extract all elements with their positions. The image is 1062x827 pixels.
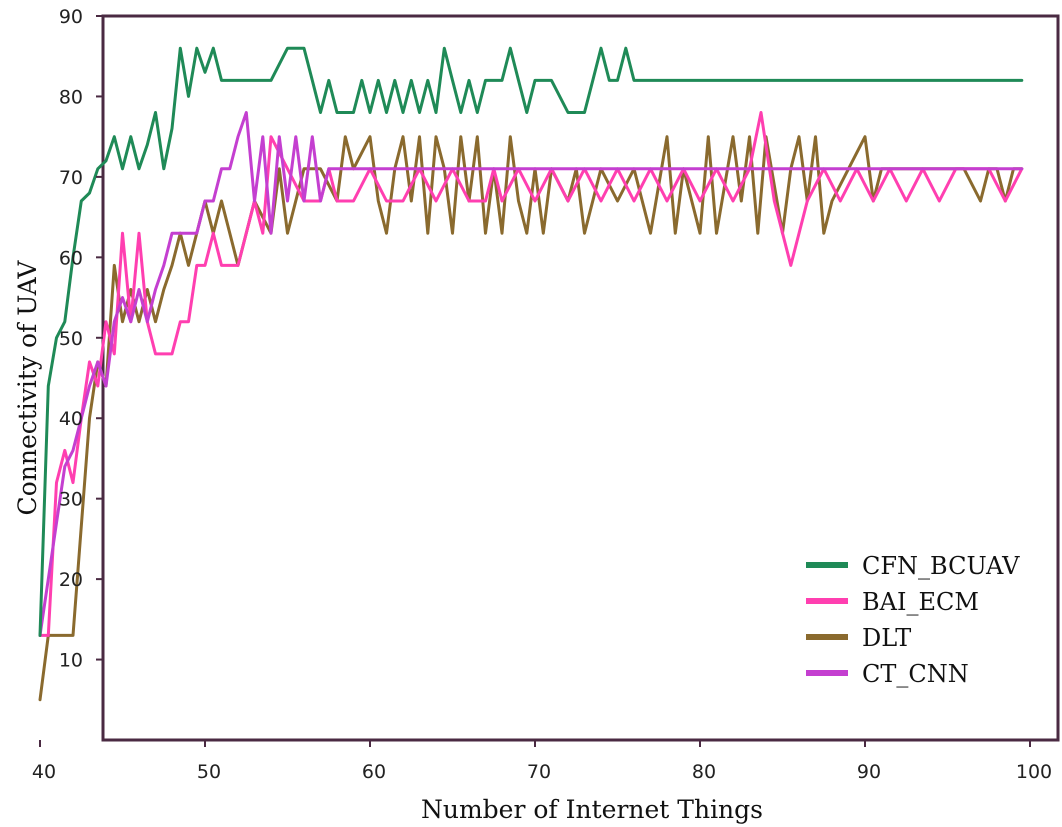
x-tick-label: 60 [362,761,386,783]
x-tick-label: 90 [857,761,881,783]
y-tick-label: 50 [59,328,83,350]
y-tick-label: 10 [59,650,83,672]
x-tick-label: 40 [32,761,56,783]
x-tick-label: 100 [1016,761,1052,783]
series-line-bai-ecm [38,111,1024,637]
series-line-cfn-bcuav [38,46,1024,637]
series-line-ct-cnn [38,111,1024,637]
axis-ticks: 10 20 30 40 50 60 70 80 90 40 50 60 70 80 90 100 [32,6,1052,783]
series-lines [38,46,1024,702]
y-tick-label: 70 [59,167,83,189]
y-tick-label: 60 [59,247,83,269]
x-tick-label: 70 [527,761,551,783]
x-tick-label: 50 [197,761,221,783]
legend-label: CFN_BCUAV [862,552,1020,580]
legend-label: CT_CNN [862,660,969,688]
legend: CFN_BCUAV BAI_ECM DLT CT_CNN [806,552,1020,688]
y-tick-label: 40 [59,408,83,430]
y-tick-label: 80 [59,86,83,108]
x-axis-title: Number of Internet Things [421,795,763,824]
y-tick-label: 20 [59,569,83,591]
y-axis-title: Connectivity of UAV [13,260,42,516]
y-tick-label: 90 [59,6,83,28]
series-line-dlt [38,135,1024,702]
y-tick-label: 30 [59,489,83,511]
x-tick-label: 80 [692,761,716,783]
legend-label: BAI_ECM [862,588,979,616]
legend-label: DLT [862,624,911,652]
